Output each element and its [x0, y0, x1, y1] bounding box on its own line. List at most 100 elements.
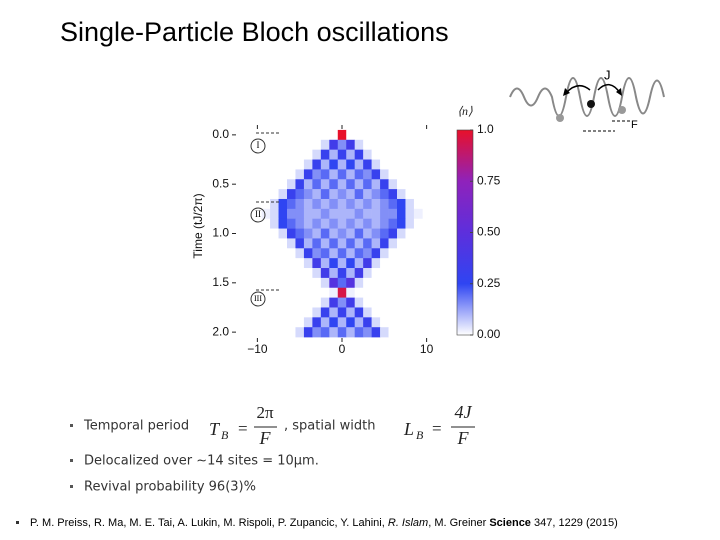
heatmap-cell	[278, 268, 288, 279]
heatmap-cell	[337, 228, 347, 239]
heatmap-cell	[312, 287, 322, 298]
heatmap-cell	[312, 238, 322, 249]
heatmap-cell	[397, 268, 406, 279]
heatmap-cell	[312, 258, 322, 269]
heatmap-cell	[278, 307, 288, 318]
heatmap-cell	[303, 218, 313, 229]
heatmap-cell	[363, 248, 372, 259]
heatmap-cell	[380, 307, 389, 318]
heatmap-cell	[261, 139, 271, 150]
heatmap-cell	[329, 189, 339, 200]
heatmap-cell	[303, 159, 313, 170]
heatmap-cell	[312, 297, 322, 308]
heatmap-cell	[397, 189, 406, 200]
heatmap-cell	[312, 307, 322, 318]
citation: P. M. Preiss, R. Ma, M. E. Tai, A. Lukin…	[30, 517, 618, 529]
heatmap-cell	[320, 277, 330, 289]
heatmap-cell	[371, 248, 381, 259]
heatmap-cell	[270, 268, 279, 279]
heatmap-cell	[380, 238, 389, 249]
heatmap-cell	[380, 218, 389, 229]
heatmap-cell	[371, 149, 381, 160]
heatmap-cell	[405, 139, 415, 150]
heatmap-cell	[388, 248, 398, 259]
heatmap-cell	[405, 218, 415, 229]
heatmap-cell	[303, 258, 313, 269]
heatmap-cell	[337, 307, 347, 318]
heatmap-cell	[363, 268, 372, 279]
heatmap-cell	[261, 307, 271, 318]
heatmap-cell	[405, 238, 415, 249]
marker-label: I	[257, 140, 260, 150]
heatmap-cell	[303, 169, 313, 180]
heatmap-cell	[371, 169, 381, 180]
formula-numerator: 4J	[455, 402, 473, 422]
heatmap-cell	[312, 169, 322, 180]
heatmap-cell	[295, 238, 305, 249]
heatmap-cell	[397, 228, 406, 239]
heatmap-cell	[287, 218, 296, 229]
heatmap-cell	[397, 238, 406, 249]
heatmap-cell	[363, 317, 372, 328]
formula-operator: =	[432, 419, 442, 438]
heatmap-cell	[354, 228, 364, 239]
heatmap-cell	[329, 248, 339, 259]
heatmap-cell	[270, 179, 279, 190]
heatmap-cell	[371, 179, 381, 190]
heatmap-cell	[270, 218, 279, 229]
heatmap-cell	[312, 218, 322, 229]
formula-denominator: F	[259, 428, 272, 448]
heatmap-cell	[371, 238, 381, 249]
heatmap-cell	[405, 258, 415, 269]
marker-label: III	[254, 294, 262, 303]
heatmap-cell	[337, 149, 347, 160]
y-tick-label: 2.0	[212, 324, 229, 338]
heatmap-cell	[363, 179, 372, 190]
colorbar-tick-label: 0.50	[477, 225, 501, 239]
bullet-text: Revival probability 96(3)%	[84, 480, 256, 495]
x-tick-label: −10	[247, 342, 268, 356]
heatmap-cell	[329, 198, 339, 210]
heatmap-cell	[278, 258, 288, 269]
heatmap-cell	[261, 238, 271, 249]
heatmap-cell	[287, 169, 296, 180]
heatmap-cell	[270, 169, 279, 180]
y-tick-label: 1.0	[212, 226, 229, 240]
heatmap-cell	[397, 287, 406, 298]
x-tick-label: 0	[339, 342, 346, 356]
heatmap-cell	[270, 238, 279, 249]
heatmap-cell	[261, 277, 271, 289]
heatmap-cell	[329, 277, 339, 289]
heatmap-cell	[320, 159, 330, 170]
heatmap-cell	[371, 159, 381, 170]
heatmap-cell	[287, 317, 296, 328]
heatmap-cell	[371, 228, 381, 239]
heatmap-cell	[337, 277, 347, 289]
heatmap-cell	[312, 159, 322, 170]
heatmap-cell	[405, 189, 415, 200]
heatmap-cell	[320, 327, 330, 338]
heatmap-cell	[388, 129, 398, 141]
heatmap-cell	[363, 149, 372, 160]
heatmap-cell	[320, 208, 330, 220]
heatmap-cell	[346, 129, 355, 141]
heatmap-cell	[329, 228, 339, 239]
bullet-marker	[16, 521, 19, 524]
heatmap-cell	[363, 129, 372, 141]
heatmap-cell	[278, 208, 288, 220]
heatmap-cell	[397, 317, 406, 328]
heatmap-cell	[270, 307, 279, 318]
heatmap-cell	[261, 159, 271, 170]
heatmap-cell	[261, 189, 271, 200]
heatmap-cell	[303, 248, 313, 259]
heatmap-cell	[303, 189, 313, 200]
heatmap-cell	[320, 228, 330, 239]
heatmap-cell	[329, 149, 339, 160]
bullet-marker	[70, 424, 73, 427]
heatmap-cell	[295, 258, 305, 269]
heatmap-cell	[405, 287, 415, 298]
formula-numerator: 2π	[256, 403, 274, 422]
lattice-schematic	[509, 77, 665, 132]
heatmap-cell	[346, 228, 355, 239]
heatmap-cell	[312, 208, 322, 220]
